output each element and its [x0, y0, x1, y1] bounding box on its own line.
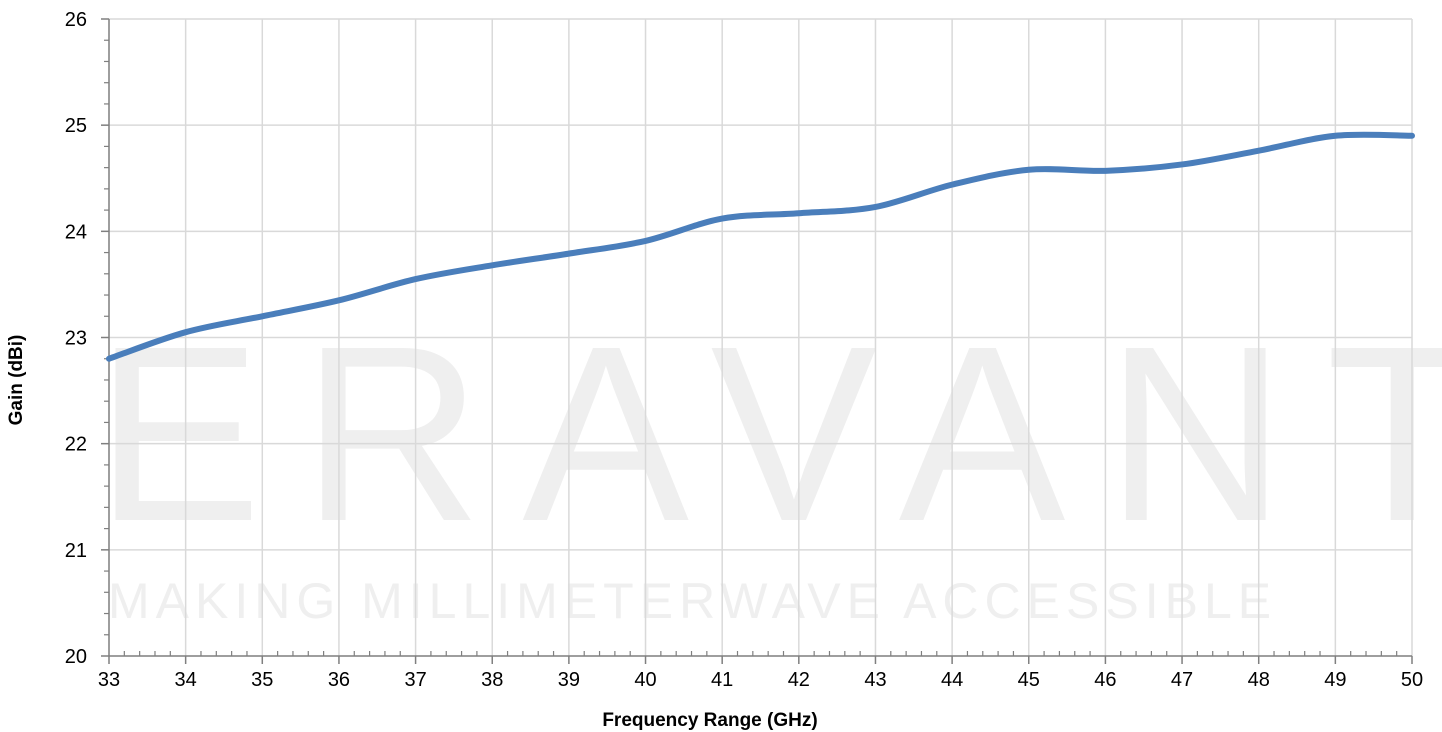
x-tick-label: 45 [1018, 669, 1040, 691]
y-tick-label: 24 [65, 221, 87, 243]
x-tick-label: 46 [1094, 669, 1116, 691]
watermark-brand: ERAVANT [95, 294, 1442, 573]
x-tick-label: 39 [558, 669, 580, 691]
gain-series-line [106, 131, 1415, 362]
x-tick-label: 48 [1248, 669, 1270, 691]
y-tick-label: 25 [65, 115, 87, 137]
watermark-tagline: MAKING MILLIMETERWAVE ACCESSIBLE [108, 573, 1277, 629]
x-tick-label: 42 [788, 669, 810, 691]
tick-labels: 33 34 35 36 37 38 39 40 41 42 43 44 45 46 47 48 49 50 20 21… [65, 9, 1423, 691]
x-tick-label: 40 [634, 669, 656, 691]
y-tick-label: 26 [65, 9, 87, 31]
series [106, 131, 1415, 362]
y-tick-label: 21 [65, 540, 87, 562]
watermark: ERAVANT MAKING MILLIMETERWAVE ACCESSIBLE [95, 294, 1442, 629]
x-tick-label: 43 [864, 669, 886, 691]
y-tick-label: 22 [65, 434, 87, 456]
axes [101, 18, 1413, 664]
x-tick-label: 47 [1171, 669, 1193, 691]
x-axis-title: Frequency Range (GHz) [602, 710, 817, 731]
x-tick-label: 37 [404, 669, 426, 691]
y-tick-label: 20 [65, 646, 87, 668]
x-tick-label: 44 [941, 669, 963, 691]
x-tick-label: 41 [711, 669, 733, 691]
x-tick-label: 35 [251, 669, 273, 691]
x-tick-label: 49 [1324, 669, 1346, 691]
y-axis-title: Gain (dBi) [6, 335, 27, 426]
x-tick-label: 36 [328, 669, 350, 691]
gridlines [109, 18, 1413, 656]
y-tick-label: 23 [65, 328, 87, 350]
x-tick-label: 34 [175, 669, 197, 691]
x-tick-label: 50 [1401, 669, 1423, 691]
x-tick-label: 38 [481, 669, 503, 691]
x-tick-label: 33 [98, 669, 120, 691]
